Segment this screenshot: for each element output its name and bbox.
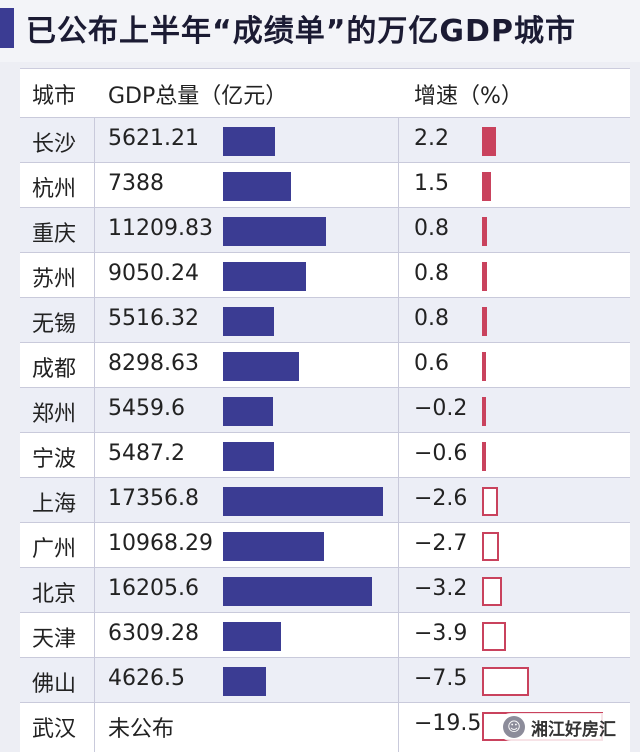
- header-gdp: GDP总量（亿元）: [108, 84, 288, 109]
- gdp-bar: [223, 307, 274, 336]
- gdp-bar: [223, 442, 274, 471]
- column-divider: [94, 117, 95, 752]
- watermark: ☺ 湘江好房汇: [497, 713, 626, 741]
- table-row: 广州 10968.29 −2.7: [20, 522, 630, 568]
- gdp-value: 11209.83: [108, 216, 213, 241]
- gdp-bar: [223, 667, 266, 696]
- chart-title: 已公布上半年“成绩单”的万亿GDP城市: [26, 14, 576, 49]
- growth-value: 2.2: [414, 126, 449, 151]
- growth-value: −3.2: [414, 576, 468, 601]
- growth-value: 0.8: [414, 261, 449, 286]
- table-row: 长沙 5621.21 2.2: [20, 117, 630, 163]
- table-row: 北京 16205.6 −3.2: [20, 567, 630, 613]
- growth-bar: [482, 622, 507, 651]
- city-name: 郑州: [32, 402, 77, 427]
- gdp-bar: [223, 577, 373, 606]
- gdp-value: 5621.21: [108, 126, 199, 151]
- wechat-icon: ☺: [503, 716, 525, 738]
- gdp-value: 5487.2: [108, 441, 185, 466]
- growth-bar: [482, 172, 492, 201]
- city-name: 广州: [32, 537, 77, 562]
- growth-bar: [482, 487, 499, 516]
- growth-value: −0.2: [414, 396, 468, 421]
- growth-bar: [482, 532, 499, 561]
- table-row: 杭州 7388 1.5: [20, 162, 630, 208]
- growth-value: 0.6: [414, 351, 449, 376]
- title-bar: 已公布上半年“成绩单”的万亿GDP城市: [0, 0, 640, 62]
- growth-bar: [482, 442, 486, 471]
- gdp-bar: [223, 622, 282, 651]
- column-divider: [398, 117, 399, 752]
- city-name: 重庆: [32, 222, 77, 247]
- title-accent-bar: [0, 8, 14, 48]
- city-name: 佛山: [32, 672, 77, 697]
- city-name: 天津: [32, 627, 77, 652]
- gdp-value: 4626.5: [108, 666, 185, 691]
- growth-bar: [482, 217, 487, 246]
- city-name: 杭州: [32, 177, 77, 202]
- growth-bar: [482, 577, 502, 606]
- table-row: 郑州 5459.6 −0.2: [20, 387, 630, 433]
- city-name: 成都: [32, 357, 77, 382]
- gdp-bar: [223, 127, 275, 156]
- gdp-bar: [223, 352, 300, 381]
- growth-value: 0.8: [414, 306, 449, 331]
- growth-bar: [482, 667, 529, 696]
- city-name: 北京: [32, 582, 77, 607]
- growth-bar: [482, 127, 496, 156]
- gdp-value: 5516.32: [108, 306, 199, 331]
- growth-bar: [482, 307, 487, 336]
- growth-value: 0.8: [414, 216, 449, 241]
- gdp-bar: [223, 172, 292, 201]
- growth-value: −19.5: [414, 711, 482, 736]
- growth-bar: [482, 397, 486, 426]
- gdp-bar: [223, 487, 383, 516]
- gdp-value: 7388: [108, 171, 164, 196]
- city-name: 武汉: [32, 717, 77, 742]
- growth-value: 1.5: [414, 171, 449, 196]
- gdp-value: 5459.6: [108, 396, 185, 421]
- gdp-value: 8298.63: [108, 351, 199, 376]
- table-row: 成都 8298.63 0.6: [20, 342, 630, 388]
- gdp-bar: [223, 217, 327, 246]
- gdp-value: 16205.6: [108, 576, 199, 601]
- gdp-bar: [223, 532, 325, 561]
- gdp-value: 10968.29: [108, 531, 213, 556]
- table-row: 苏州 9050.24 0.8: [20, 252, 630, 298]
- city-name: 宁波: [32, 447, 77, 472]
- gdp-value: 未公布: [108, 717, 175, 742]
- gdp-value: 6309.28: [108, 621, 199, 646]
- table-row: 无锡 5516.32 0.8: [20, 297, 630, 343]
- growth-value: −2.7: [414, 531, 468, 556]
- growth-value: −3.9: [414, 621, 468, 646]
- table-row: 佛山 4626.5 −7.5: [20, 657, 630, 703]
- gdp-bar: [223, 397, 274, 426]
- table-row: 上海 17356.8 −2.6: [20, 477, 630, 523]
- city-name: 苏州: [32, 267, 77, 292]
- gdp-value: 9050.24: [108, 261, 199, 286]
- data-table: 城市 GDP总量（亿元） 增速（%） 长沙 5621.21 2.2 杭州 7388 1.5…: [20, 68, 630, 752]
- table-header: 城市 GDP总量（亿元） 增速（%）: [20, 69, 630, 117]
- growth-value: −7.5: [414, 666, 468, 691]
- growth-bar: [482, 352, 486, 381]
- watermark-text: 湘江好房汇: [531, 719, 616, 740]
- gdp-bar: [223, 262, 307, 291]
- table-row: 重庆 11209.83 0.8: [20, 207, 630, 253]
- growth-value: −2.6: [414, 486, 468, 511]
- growth-value: −0.6: [414, 441, 468, 466]
- header-city: 城市: [32, 84, 77, 109]
- city-name: 长沙: [32, 132, 77, 157]
- growth-bar: [482, 262, 487, 291]
- header-growth: 增速（%）: [414, 84, 523, 109]
- gdp-value: 17356.8: [108, 486, 199, 511]
- table-row: 宁波 5487.2 −0.6: [20, 432, 630, 478]
- table-row: 天津 6309.28 −3.9: [20, 612, 630, 658]
- city-name: 无锡: [32, 312, 77, 337]
- city-name: 上海: [32, 492, 77, 517]
